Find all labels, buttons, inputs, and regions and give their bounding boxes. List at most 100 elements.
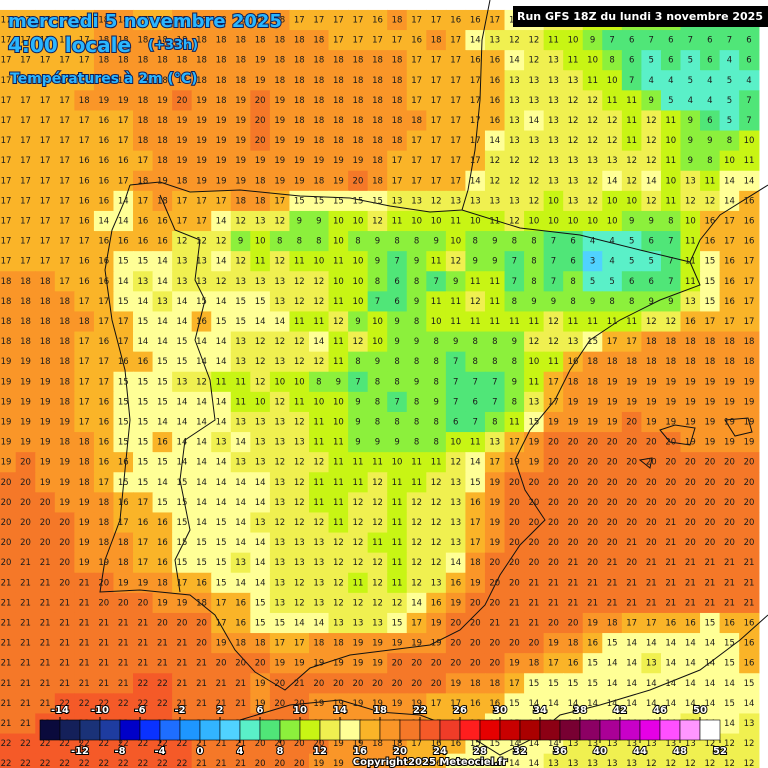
- temperature-value: 16: [98, 418, 109, 428]
- temperature-value: 13: [274, 438, 285, 448]
- temperature-value: 18: [294, 76, 305, 86]
- temperature-value: 12: [353, 337, 364, 347]
- temperature-value: 13: [548, 76, 559, 86]
- temperature-value: 16: [724, 277, 735, 287]
- temperature-value: 20: [529, 639, 540, 649]
- temperature-cell: [172, 90, 193, 112]
- temperature-value: 8: [492, 337, 497, 347]
- temperature-value: 22: [137, 759, 148, 768]
- temperature-value: 17: [470, 116, 481, 126]
- temperature-value: 20: [450, 619, 461, 629]
- temperature-value: 20: [685, 518, 696, 528]
- temperature-value: 17: [137, 558, 148, 568]
- temperature-value: 9: [649, 217, 654, 227]
- temperature-value: 19: [40, 438, 51, 448]
- temperature-value: 8: [629, 297, 634, 307]
- temperature-value: 18: [489, 679, 500, 689]
- temperature-value: 21: [665, 598, 676, 608]
- temperature-value: 20: [626, 478, 637, 488]
- temperature-value: 17: [20, 196, 31, 206]
- temperature-value: 21: [216, 739, 227, 749]
- colorbar-label: 16: [353, 746, 367, 757]
- temperature-value: 19: [40, 397, 51, 407]
- temperature-value: 22: [98, 759, 109, 768]
- temperature-cell: [621, 50, 643, 71]
- temperature-cell: [367, 50, 388, 71]
- temperature-value: 15: [177, 337, 188, 347]
- temperature-cell: [250, 50, 271, 71]
- temperature-value: 22: [20, 759, 31, 768]
- temperature-value: 20: [333, 679, 344, 689]
- temperature-value: 18: [313, 76, 324, 86]
- temperature-value: 14: [216, 498, 227, 508]
- temperature-value: 12: [509, 217, 520, 227]
- temperature-value: 15: [196, 538, 207, 548]
- temperature-value: 17: [626, 619, 637, 629]
- temperature-value: 10: [665, 176, 676, 186]
- temperature-value: 17: [353, 36, 364, 46]
- temperature-value: 8: [414, 317, 419, 327]
- temperature-value: 10: [724, 156, 735, 166]
- temperature-value: 18: [235, 196, 246, 206]
- temperature-value: 13: [235, 337, 246, 347]
- temperature-cell: [680, 190, 701, 212]
- temperature-value: 20: [685, 498, 696, 508]
- temperature-value: 12: [704, 196, 715, 206]
- temperature-value: 14: [470, 176, 481, 186]
- temperature-value: 18: [724, 337, 735, 347]
- temperature-value: 20: [509, 498, 520, 508]
- temperature-value: 18: [137, 116, 148, 126]
- temperature-value: 21: [20, 659, 31, 669]
- temperature-value: 21: [20, 719, 31, 729]
- temperature-cell: [484, 50, 506, 71]
- temperature-value: 14: [313, 619, 324, 629]
- temperature-value: 20: [255, 116, 266, 126]
- colorbar-label: 22: [413, 705, 427, 716]
- temperature-value: 8: [570, 277, 575, 287]
- temperature-cell: [543, 110, 564, 132]
- temperature-value: 12: [509, 156, 520, 166]
- temperature-value: 12: [294, 357, 305, 367]
- temperature-value: 6: [570, 237, 575, 247]
- temperature-value: 20: [646, 438, 657, 448]
- temperature-value: 12: [294, 478, 305, 488]
- temperature-value: 16: [685, 317, 696, 327]
- temperature-value: 21: [59, 659, 70, 669]
- temperature-value: 7: [746, 96, 751, 106]
- temperature-value: 17: [59, 156, 70, 166]
- temperature-value: 19: [392, 699, 403, 709]
- temperature-value: 11: [626, 136, 637, 146]
- temperature-value: 14: [196, 518, 207, 528]
- temperature-cell: [602, 90, 623, 112]
- temperature-value: 21: [118, 659, 129, 669]
- temperature-value: 11: [333, 458, 344, 468]
- colorbar-label: 26: [453, 705, 467, 716]
- temperature-cell: [504, 130, 525, 152]
- temperature-value: 15: [587, 337, 598, 347]
- temperature-value: 14: [665, 679, 676, 689]
- temperature-value: 15: [704, 277, 715, 287]
- temperature-value: 21: [137, 639, 148, 649]
- temperature-value: 13: [196, 277, 207, 287]
- temperature-value: 19: [177, 598, 188, 608]
- temperature-value: 20: [489, 659, 500, 669]
- temperature-value: 13: [646, 739, 657, 749]
- temperature-value: 17: [431, 16, 442, 26]
- temperature-value: 18: [79, 478, 90, 488]
- temperature-value: 7: [629, 76, 634, 86]
- temperature-value: 21: [177, 679, 188, 689]
- temperature-value: 14: [548, 699, 559, 709]
- temperature-cell: [367, 150, 388, 172]
- temperature-value: 16: [744, 237, 755, 247]
- temperature-value: 20: [607, 538, 618, 548]
- temperature-value: 16: [98, 156, 109, 166]
- temperature-value: 8: [316, 237, 321, 247]
- temperature-value: 18: [137, 36, 148, 46]
- temperature-cell: [250, 70, 271, 91]
- temperature-value: 18: [431, 36, 442, 46]
- temperature-value: 11: [626, 96, 637, 106]
- temperature-value: 5: [649, 257, 654, 267]
- temperature-cell: [230, 210, 252, 232]
- temperature-value: 20: [587, 498, 598, 508]
- temperature-value: 14: [646, 176, 657, 186]
